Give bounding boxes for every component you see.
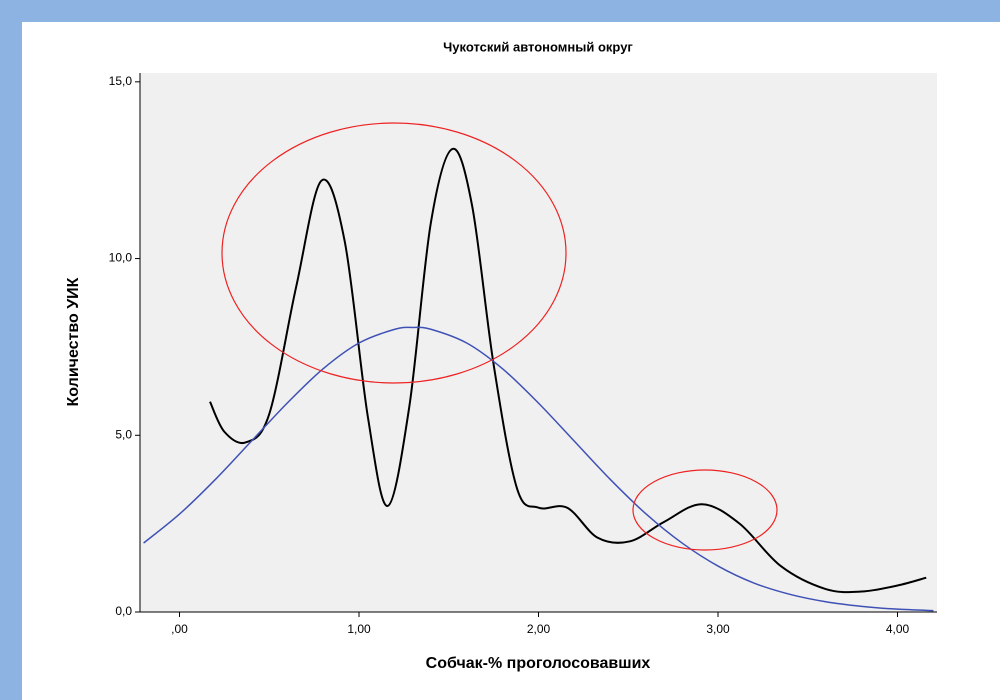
x-tick-label: 1,00 [347,622,371,636]
y-tick-label: 0,0 [115,604,132,618]
y-tick-label: 10,0 [109,251,133,265]
plot-area [140,73,937,612]
y-tick-label: 15,0 [109,74,133,88]
highlight-ellipse [221,122,567,384]
series-line [209,147,927,594]
x-axis-label: Собчак-% проголосовавших [426,655,651,672]
y-axis-label: Количество УИК [65,277,82,406]
plot-marks [143,147,934,612]
x-tick-label: ,00 [171,622,188,636]
x-tick-label: 4,00 [886,622,910,636]
x-tick-label: 2,00 [527,622,551,636]
y-tick-label: 5,0 [115,427,132,441]
series-line [143,326,934,612]
chart-title: Чукотский автономный округ [443,39,633,54]
x-tick-label: 3,00 [706,622,730,636]
highlight-ellipse [632,469,778,551]
